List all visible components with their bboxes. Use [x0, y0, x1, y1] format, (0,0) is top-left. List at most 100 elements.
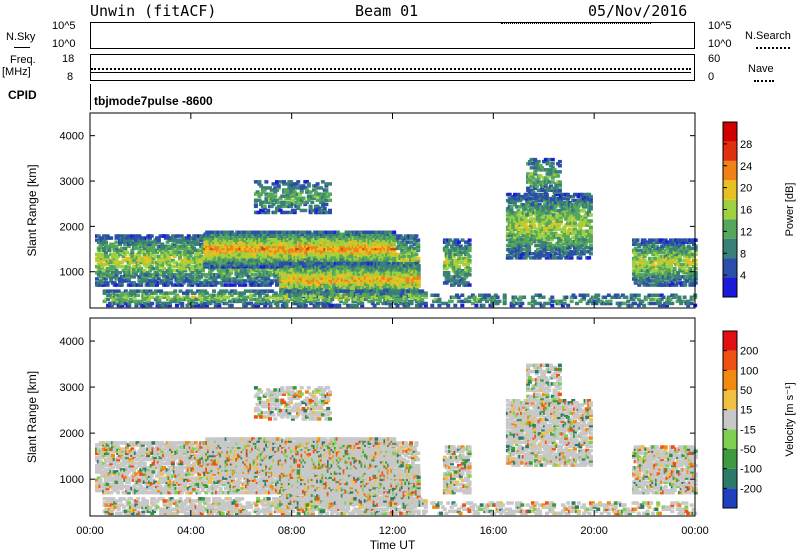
echo-cell [363, 278, 368, 282]
echo-cell [96, 252, 101, 257]
echo-cell [234, 273, 239, 277]
echo-cell [319, 280, 324, 284]
echo-cell [167, 246, 172, 251]
echo-cell [390, 236, 395, 241]
echo-cell [305, 244, 310, 249]
echo-cell [367, 259, 372, 263]
echo-cell [355, 236, 360, 241]
echo-cell [130, 254, 135, 259]
echo-cell [96, 262, 101, 267]
echo-cell [402, 266, 407, 270]
echo-cell [242, 259, 247, 263]
echo-cell [199, 238, 204, 242]
echo-cell [309, 250, 314, 255]
echo-cell [257, 271, 262, 275]
echo-cell [386, 262, 391, 266]
echo-cell [137, 254, 142, 259]
echo-cell [114, 244, 119, 248]
echo-cell [291, 232, 296, 236]
echo-cell [398, 234, 403, 238]
echo-cell [349, 288, 354, 292]
echo-cell [192, 267, 197, 271]
echo-cell [303, 286, 308, 290]
echo-cell [392, 232, 397, 236]
echo-cell [102, 234, 107, 238]
echo-cell [126, 242, 131, 246]
echo-cell [310, 262, 315, 266]
echo-cell [412, 238, 417, 242]
echo-cell [392, 238, 397, 243]
echo-cell [100, 275, 105, 279]
echo-cell [237, 250, 241, 255]
echo-cell [119, 250, 124, 255]
echo-cell [334, 248, 338, 253]
echo-cell [261, 250, 266, 255]
echo-cell [109, 260, 114, 265]
echo-cell [341, 250, 346, 255]
echo-cell [170, 246, 175, 251]
echo-cell [305, 259, 310, 263]
nsearch-tick-top: 10^5 [708, 20, 732, 32]
echo-cell [281, 246, 286, 251]
echo-cell [337, 282, 342, 286]
echo-cell [172, 254, 177, 259]
echo-cell [96, 254, 101, 259]
echo-cell [249, 261, 254, 265]
echo-cell [200, 256, 205, 261]
echo-cell [342, 282, 347, 286]
echo-cell [265, 252, 270, 257]
echo-cell [316, 234, 321, 238]
echo-cell [392, 282, 396, 286]
echo-cell [307, 232, 312, 236]
echo-cell [153, 254, 158, 259]
echo-cell [248, 279, 253, 283]
echo-cell [176, 281, 181, 285]
echo-cell [304, 250, 308, 255]
echo-cell [132, 264, 137, 269]
echo-cell [195, 250, 200, 255]
echo-cell [100, 252, 105, 257]
echo-cell [186, 234, 191, 238]
echo-cell [98, 271, 103, 275]
echo-cell [268, 252, 273, 257]
echo-cell [233, 265, 238, 269]
echo-cell [195, 262, 200, 267]
echo-cell [305, 272, 310, 276]
echo-cell [227, 277, 232, 281]
echo-cell [172, 252, 177, 257]
echo-cell [342, 262, 347, 266]
echo-cell [217, 261, 222, 265]
echo-cell [349, 234, 354, 238]
echo-cell [235, 246, 240, 251]
echo-cell [167, 267, 172, 271]
echo-cell [400, 286, 405, 290]
echo-cell [116, 248, 121, 253]
echo-cell [393, 284, 398, 288]
echo-cell [209, 269, 214, 273]
echo-cell [258, 248, 263, 253]
echo-cell [139, 260, 144, 265]
echo-cell [252, 257, 257, 261]
echo-cell [213, 283, 218, 287]
echo-cell [133, 240, 138, 244]
echo-cell [151, 277, 156, 281]
echo-cell [365, 276, 370, 280]
echo-cell [128, 273, 133, 277]
echo-cell [204, 283, 209, 287]
echo-cell [214, 232, 218, 236]
echo-cell [195, 240, 200, 244]
echo-cell [114, 271, 119, 275]
echo-cell [372, 274, 377, 278]
echo-cell [105, 269, 110, 273]
echo-cell [153, 242, 158, 246]
echo-cell [140, 238, 145, 242]
echo-cell [98, 244, 103, 248]
echo-cell [372, 240, 377, 245]
echo-cell [202, 238, 207, 242]
echo-cell [399, 266, 404, 270]
echo-cell [289, 250, 294, 255]
echo-cell [286, 262, 291, 266]
echo-cell [137, 279, 142, 283]
echo-cell [102, 283, 107, 287]
echo-cell [193, 254, 198, 259]
